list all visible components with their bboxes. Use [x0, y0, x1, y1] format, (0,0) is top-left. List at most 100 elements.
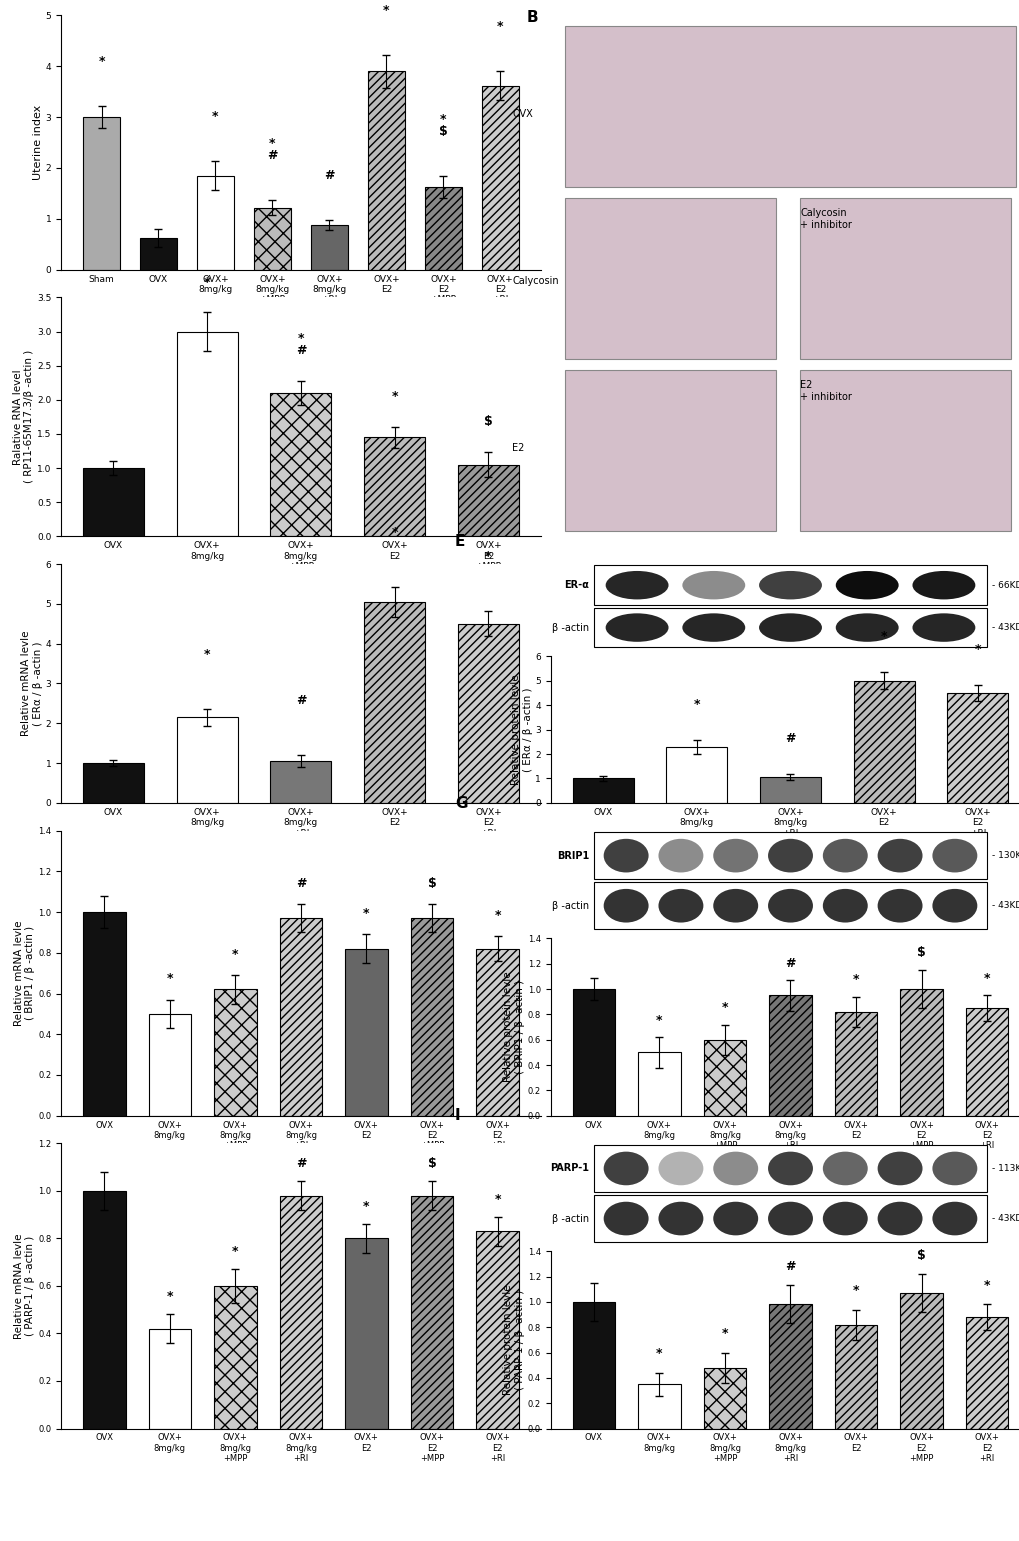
Bar	[481, 86, 519, 270]
Ellipse shape	[876, 1151, 921, 1185]
Bar	[458, 465, 519, 536]
Text: *: *	[204, 276, 210, 288]
Text: *: *	[391, 525, 397, 539]
Text: #: #	[296, 877, 306, 889]
Bar	[703, 1368, 746, 1429]
Text: *: *	[655, 1347, 662, 1361]
Bar	[83, 1191, 125, 1429]
Text: *: *	[391, 390, 397, 404]
Text: Calycosin: Calycosin	[512, 276, 558, 287]
Bar	[768, 1305, 811, 1429]
Bar	[83, 763, 144, 803]
Text: *: *	[494, 1193, 500, 1205]
Text: BRIP1: BRIP1	[556, 851, 589, 860]
Text: *: *	[983, 1279, 989, 1291]
Text: *: *	[204, 647, 210, 661]
Text: $: $	[916, 946, 925, 960]
Ellipse shape	[712, 1151, 757, 1185]
Bar	[364, 603, 425, 803]
Text: - 43KDa: - 43KDa	[990, 623, 1019, 632]
Bar	[176, 717, 237, 803]
Bar	[149, 1328, 191, 1429]
Y-axis label: Ralative RNA level
( RP11-65M17.3/β -actin ): Ralative RNA level ( RP11-65M17.3/β -act…	[12, 350, 35, 484]
Text: β -actin: β -actin	[551, 1214, 589, 1224]
Bar	[768, 995, 811, 1116]
Bar	[665, 747, 727, 803]
Ellipse shape	[682, 572, 745, 599]
Ellipse shape	[835, 572, 898, 599]
Ellipse shape	[758, 613, 821, 641]
Text: #: #	[785, 957, 795, 969]
Bar	[344, 949, 387, 1116]
Bar	[83, 468, 144, 536]
Bar	[368, 71, 405, 270]
Text: B: B	[527, 11, 538, 25]
Bar	[593, 607, 986, 647]
Ellipse shape	[822, 889, 867, 923]
Bar	[476, 1231, 519, 1429]
Text: $: $	[427, 1157, 436, 1170]
Bar	[759, 777, 820, 803]
Text: *: *	[852, 972, 858, 986]
Bar	[140, 239, 177, 270]
Ellipse shape	[876, 889, 921, 923]
Y-axis label: Uterine index: Uterine index	[33, 105, 43, 180]
Bar	[476, 949, 519, 1116]
Bar	[364, 438, 425, 536]
Text: *: *	[383, 5, 389, 17]
Bar	[965, 1008, 1008, 1116]
Bar	[411, 918, 452, 1116]
Text: *
#: * #	[267, 137, 277, 162]
Text: $: $	[916, 1248, 925, 1262]
Text: *: *	[166, 972, 173, 985]
Text: *: *	[232, 1245, 238, 1257]
Y-axis label: Relative mRNA levle
( BRIP1 / β -actin ): Relative mRNA levle ( BRIP1 / β -actin )	[14, 920, 36, 1026]
Bar	[593, 832, 986, 880]
Text: I: I	[454, 1108, 461, 1123]
Bar	[214, 989, 257, 1116]
Y-axis label: Relative protein levle
( BRIP1 / β -actin ): Relative protein levle ( BRIP1 / β -acti…	[503, 972, 525, 1082]
Bar	[254, 208, 290, 270]
Text: β -actin: β -actin	[551, 901, 589, 911]
Text: *: *	[880, 630, 887, 643]
Text: *: *	[721, 1327, 728, 1341]
Ellipse shape	[658, 1151, 703, 1185]
Text: *
#: * #	[296, 331, 306, 358]
Bar	[176, 331, 237, 536]
Text: $: $	[483, 416, 492, 428]
Ellipse shape	[912, 572, 974, 599]
Ellipse shape	[658, 1202, 703, 1236]
Bar	[834, 1325, 876, 1429]
Text: #: #	[785, 732, 795, 744]
Ellipse shape	[912, 613, 974, 641]
Ellipse shape	[822, 1151, 867, 1185]
Text: #: #	[324, 168, 334, 182]
Ellipse shape	[603, 889, 648, 923]
Text: β -actin: β -actin	[551, 623, 589, 632]
Bar	[638, 1384, 680, 1429]
Bar	[424, 188, 462, 270]
Bar	[834, 1012, 876, 1116]
Text: *: *	[494, 909, 500, 922]
Ellipse shape	[603, 1151, 648, 1185]
Bar	[799, 370, 1010, 532]
Text: Calycosin
+ inhibitor: Calycosin + inhibitor	[799, 208, 851, 230]
Text: ER-α: ER-α	[564, 581, 589, 590]
Ellipse shape	[603, 838, 648, 872]
Bar	[853, 681, 914, 803]
Bar	[279, 1196, 322, 1429]
Ellipse shape	[682, 613, 745, 641]
Ellipse shape	[603, 1202, 648, 1236]
Ellipse shape	[876, 1202, 921, 1236]
Text: *: *	[363, 908, 369, 920]
Bar	[799, 197, 1010, 359]
Bar	[572, 989, 614, 1116]
Text: G: G	[454, 795, 467, 811]
Ellipse shape	[931, 889, 976, 923]
Text: *: *	[212, 111, 218, 123]
Text: *: *	[98, 55, 105, 68]
Bar	[593, 566, 986, 606]
Bar	[593, 1145, 986, 1193]
Text: *: *	[363, 1200, 369, 1213]
Text: *: *	[721, 1002, 728, 1014]
